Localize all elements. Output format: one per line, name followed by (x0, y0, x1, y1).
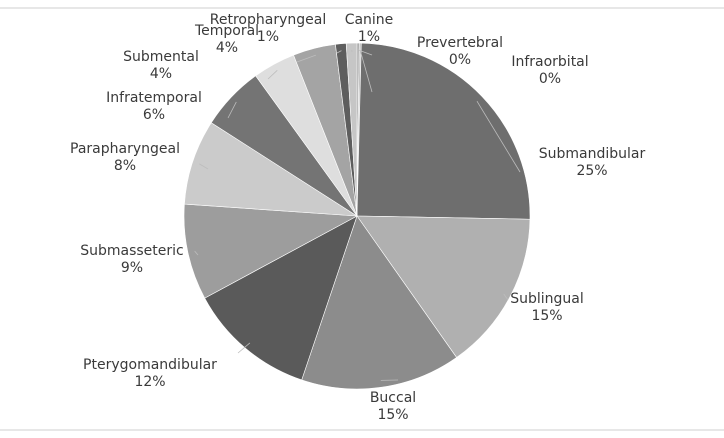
leader-line-parapharyngeal (199, 163, 209, 170)
leader-line-submental (267, 70, 278, 80)
pie-slice-sublingual (356, 215, 531, 358)
slice-percent-buccal: 15% (377, 407, 408, 423)
slice-percent-submandibular: 25% (576, 163, 607, 179)
pie-slice-canine (345, 42, 358, 217)
leader-line-submasseteric (194, 250, 199, 256)
slice-label-submandibular: Submandibular (539, 146, 646, 162)
slice-label-pterygomandibular: Pterygomandibular (83, 357, 217, 373)
pie-slices (183, 42, 531, 390)
slice-percent-temporal: 4% (216, 40, 238, 56)
slice-label-sublingual: Sublingual (510, 291, 584, 307)
slice-percent-submental: 4% (150, 66, 172, 82)
slice-label-submasseteric: Submasseteric (80, 243, 184, 259)
leader-line-pterygomandibular (237, 342, 251, 354)
slice-percent-infratemporal: 6% (143, 107, 165, 123)
slice-label-infratemporal: Infratemporal (106, 90, 202, 106)
slice-percent-parapharyngeal: 8% (114, 158, 136, 174)
slice-percent-canine: 1% (358, 29, 380, 45)
slice-percent-sublingual: 15% (531, 308, 562, 324)
pie-leader-lines (194, 49, 521, 381)
slice-label-canine: Canine (345, 12, 394, 28)
pie-slice-pterygomandibular (204, 215, 358, 381)
slice-label-infraorbital: Infraorbital (511, 54, 588, 70)
slice-label-submental: Submental (123, 49, 199, 65)
slice-percent-pterygomandibular: 12% (134, 374, 165, 390)
leader-line-retropharyngeal (336, 50, 342, 54)
pie-slice-submasseteric (183, 203, 359, 299)
slice-percent-infraorbital: 0% (539, 71, 561, 87)
slice-label-buccal: Buccal (370, 390, 416, 406)
leader-line-infratemporal (227, 101, 237, 119)
leader-line-temporal (296, 54, 316, 63)
pie-slice-buccal (301, 215, 457, 390)
slice-percent-prevertebral: 0% (449, 52, 471, 68)
pie-slice-submandibular (356, 42, 531, 220)
slice-label-parapharyngeal: Parapharyngeal (70, 141, 180, 157)
slice-percent-submasseteric: 9% (121, 260, 143, 276)
slice-label-retropharyngeal: Retropharyngeal (210, 12, 326, 28)
slice-percent-retropharyngeal: 1% (257, 29, 279, 45)
slice-label-prevertebral: Prevertebral (417, 35, 503, 51)
leader-line-sublingual (503, 293, 509, 301)
leader-line-submandibular (476, 100, 521, 173)
slice-label-temporal: Temporal (194, 23, 259, 39)
leader-line-infraorbital (359, 49, 373, 93)
